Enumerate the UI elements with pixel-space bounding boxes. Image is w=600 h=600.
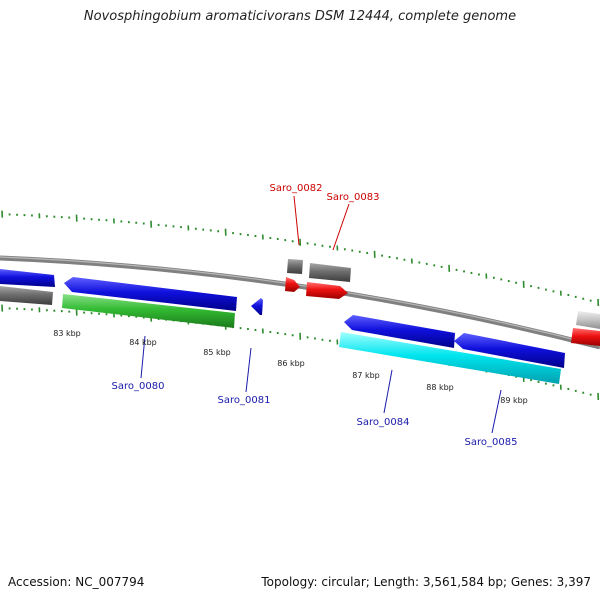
outer-tick-row (1, 210, 600, 307)
forward-feature-1[interactable] (0, 269, 55, 287)
gene-label-saro0083[interactable]: Saro_0083 (327, 192, 380, 203)
leader-saro0081 (245, 347, 252, 393)
reverse-feature-saro0084[interactable] (344, 315, 455, 348)
leader-saro0085 (491, 389, 502, 434)
reverse-feature-saro0080[interactable] (64, 277, 237, 311)
forward-feature-saro0083[interactable] (306, 282, 348, 299)
scale-label-85kbp: 85 kbp (203, 348, 231, 357)
forward-feature-right-gray[interactable] (576, 311, 600, 329)
reverse-feature-saro0084-cyan[interactable] (339, 332, 561, 384)
scale-label-89kbp: 89 kbp (500, 396, 528, 405)
genome-backbone-highlight (0, 256, 600, 347)
reverse-feature-left-gray[interactable] (0, 286, 53, 305)
forward-feature-saro0083-gray[interactable] (309, 263, 351, 282)
leader-saro0083 (332, 203, 350, 251)
genome-summary-text: Topology: circular; Length: 3,561,584 bp… (261, 575, 591, 589)
gene-label-saro0082[interactable]: Saro_0082 (270, 183, 323, 194)
scale-label-83kbp: 83 kbp (53, 329, 81, 338)
gene-label-saro0085[interactable]: Saro_0085 (465, 437, 518, 448)
accession-text: Accession: NC_007794 (8, 575, 145, 589)
gene-label-saro0084[interactable]: Saro_0084 (357, 417, 410, 428)
forward-feature-saro0082[interactable] (285, 277, 300, 292)
forward-feature-saro0082-gray[interactable] (287, 259, 303, 274)
genome-backbone (0, 255, 600, 350)
scale-label-84kbp: 84 kbp (129, 338, 157, 347)
leader-saro0080 (140, 335, 146, 379)
scale-label-88kbp: 88 kbp (426, 383, 454, 392)
reverse-feature-saro0080-green[interactable] (62, 294, 235, 328)
leader-saro0082 (293, 195, 300, 246)
gene-label-saro0080[interactable]: Saro_0080 (112, 381, 165, 392)
leader-saro0084 (383, 369, 393, 414)
scale-label-86kbp: 86 kbp (277, 359, 305, 368)
scale-label-87kbp: 87 kbp (352, 371, 380, 380)
reverse-feature-saro0085[interactable] (454, 333, 565, 368)
reverse-feature-saro0081[interactable] (251, 298, 263, 315)
forward-feature-right-red[interactable] (571, 328, 600, 346)
map-title: Novosphingobium aromaticivorans DSM 1244… (83, 9, 517, 24)
gene-label-saro0081[interactable]: Saro_0081 (218, 395, 271, 406)
